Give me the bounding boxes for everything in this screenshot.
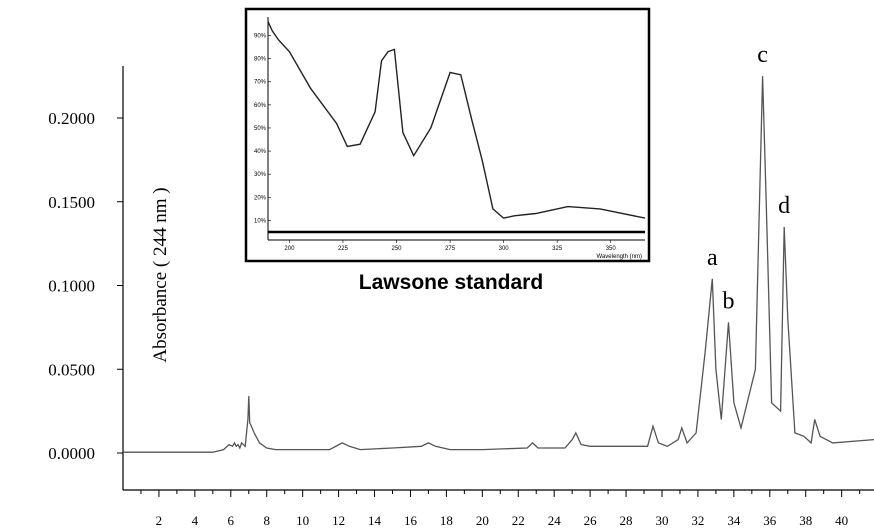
x-tick-label: 2: [156, 513, 163, 528]
y-tick-label: 0.1000: [48, 277, 95, 296]
x-tick-label: 34: [727, 513, 741, 528]
x-tick-label: 4: [192, 513, 199, 528]
inset-x-tick-label: 300: [499, 246, 510, 252]
peak-label-c: c: [757, 42, 768, 68]
peak-label-b: b: [722, 288, 734, 314]
x-tick-label: 16: [404, 513, 418, 528]
x-ticks: 2 4 6 8 10 12 14 16 18 20 22 24 26 28 30 32 34 36 38 40: [140, 490, 861, 528]
x-tick-label: 32: [691, 513, 704, 528]
inset-x-tick-label: 200: [284, 246, 295, 252]
inset-y-tick-label: 80%: [254, 57, 267, 63]
x-tick-label: 26: [584, 513, 598, 528]
x-tick-label: 40: [835, 513, 848, 528]
y-tick-label: 0.0000: [48, 444, 95, 463]
inset-x-tick-label: 225: [338, 246, 349, 252]
inset-y-tick-label: 90%: [254, 33, 267, 39]
inset-y-tick-label: 50%: [254, 126, 267, 132]
x-tick-label: 12: [332, 513, 345, 528]
inset-y-ticks: 10% 20% 30% 40% 50% 60% 70% 80% 90%: [254, 33, 271, 224]
inset-x-tick-label: 325: [552, 246, 563, 252]
x-tick-label: 28: [620, 513, 633, 528]
inset-x-tick-label: 275: [445, 246, 456, 252]
inset-y-tick-label: 10%: [254, 218, 267, 224]
inset-y-tick-label: 30%: [254, 172, 267, 178]
x-tick-label: 38: [799, 513, 812, 528]
y-tick-label: 0.2000: [48, 109, 95, 128]
inset-y-tick-label: 70%: [254, 80, 267, 86]
y-ticks: 0.0000 0.0500 0.1000 0.1500 0.2000: [48, 109, 123, 463]
inset-spectrum-trace: [267, 21, 646, 219]
x-tick-label: 14: [368, 513, 382, 528]
y-tick-label: 0.1500: [48, 193, 95, 212]
inset-x-axis-label: Wavelength (nm): [597, 254, 642, 260]
x-tick-label: 36: [763, 513, 777, 528]
x-tick-label: 8: [263, 513, 270, 528]
x-tick-label: 10: [296, 513, 309, 528]
inset-x-tick-label: 350: [606, 246, 617, 252]
inset-spectrum: 10% 20% 30% 40% 50% 60% 70% 80% 90% 200 225 250 275…: [244, 7, 651, 263]
peak-label-d: d: [778, 193, 790, 219]
inset-y-tick-label: 60%: [254, 103, 267, 109]
x-tick-label: 20: [476, 513, 489, 528]
x-tick-label: 6: [228, 513, 235, 528]
x-tick-label: 18: [440, 513, 453, 528]
inset-frame: [244, 7, 651, 263]
y-axis-label: Absorbance ( 244 nm ): [150, 187, 171, 362]
peak-label-a: a: [707, 245, 718, 271]
inset-x-tick-label: 250: [392, 246, 403, 252]
x-tick-label: 30: [655, 513, 668, 528]
y-tick-label: 0.0500: [48, 360, 95, 379]
x-tick-label: 24: [548, 513, 562, 528]
x-tick-label: 22: [512, 513, 525, 528]
peak-labels: ab c d: [707, 42, 790, 314]
inset-y-tick-label: 20%: [254, 195, 267, 201]
inset-x-ticks: 200 225 250 275 300 325 350: [284, 240, 616, 252]
inset-y-tick-label: 40%: [254, 149, 267, 155]
inset-caption: Lawsone standard: [359, 271, 543, 294]
chromatogram-trace: [123, 76, 874, 453]
